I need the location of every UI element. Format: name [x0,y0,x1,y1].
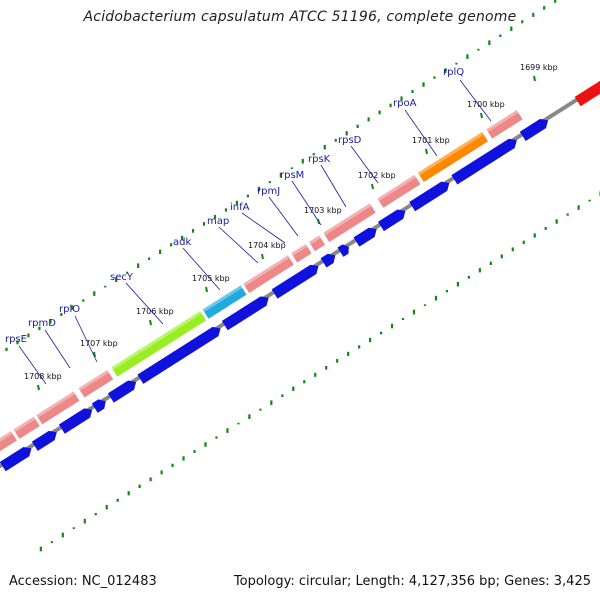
gene-rev-10 [337,244,349,257]
gene-highlight [202,285,243,313]
gene-leader-line [320,164,347,208]
gene-rev-2 [31,430,57,451]
gene-secY [111,311,207,377]
gene-highlight [0,431,13,447]
kbp-scale: 1699 kbp 1700 kbp 1701 kbp 1702 kbp 1703 kbp… [24,63,558,391]
gene-label-rpsK: rpsK [308,154,331,165]
gene-label-rpmJ: rpmJ [257,186,280,197]
gene-leader-line [125,282,164,325]
kbp-label: 1705 kbp [192,274,230,283]
gene-leader-line [404,109,438,157]
gene-fwd-2 [13,416,40,439]
gene-rev-5 [107,380,137,403]
kbp-tick [205,286,208,293]
gene-label-rpoA: rpoA [393,98,417,109]
gene-leader-line [74,315,98,363]
gene-leader-line [291,180,322,226]
gene-label-rplQ: rplQ [443,67,464,78]
kbp-tick [93,351,96,358]
gene-fwd-rpsE [36,391,80,425]
kbp-label: 1700 kbp [467,100,505,109]
gene-fwd-1 [0,431,17,454]
genome-summary-label: Topology: circular; Length: 4,127,356 bp… [233,574,591,589]
gene-leader-line [459,79,492,122]
kbp-label: 1707 kbp [80,339,118,348]
gene-highlight [13,416,36,433]
kbp-tick [533,75,536,82]
gene-highlight [36,391,76,418]
gene-highlight [323,203,372,236]
gene-rev-red [574,80,600,107]
gene-rev-15 [519,118,549,142]
reverse-strand-genes [0,80,600,472]
gene-rev-14 [451,138,517,185]
kbp-label: 1703 kbp [304,206,342,215]
forward-strand-genes [0,110,523,454]
kbp-tick [149,319,152,326]
gene-label-map: map [207,216,229,227]
gene-highlight [309,235,321,245]
gene-leader-line [350,145,379,184]
gene-label-adk: adk [173,237,191,248]
gene-rev-11 [353,227,377,247]
gc-skew-track-outer [5,0,557,352]
gene-label-rpsD: rpsD [338,135,362,146]
gene-rev-4 [91,399,106,413]
gene-rev-3 [58,408,93,434]
gene-fwd-map [243,255,294,294]
map-title: Acidobacterium capsulatum ATCC 51196, co… [83,9,517,25]
kbp-label: 1701 kbp [412,136,450,145]
gene-highlight [486,110,519,132]
gene-label-rpmD: rpmD [28,318,56,329]
gene-fwd-rplO [78,370,114,398]
gene-leader-line [18,345,47,385]
gene-label-infA: infA [230,202,250,213]
gene-leader-line [268,196,299,237]
gene-highlight [377,174,417,202]
gene-leader-line [241,212,286,244]
gene-leader-line [44,329,71,369]
gene-highlight [291,244,308,256]
gene-adk [202,285,247,319]
gene-highlight [111,311,202,370]
gene-rev-6 [137,326,221,384]
gene-rev-12 [378,209,406,232]
gc-skew-track-inner [39,191,600,552]
gene-label-secY: secY [110,272,134,283]
gene-highlight [78,370,109,391]
gene-highlight [417,132,484,176]
kbp-tick [371,183,374,190]
gene-label-rpsM: rpsM [280,170,304,181]
gene-rpoA [417,132,488,183]
gene-fwd-rplQ [486,110,523,139]
gene-rev-9 [320,253,336,268]
kbp-label: 1704 kbp [248,241,286,250]
accession-label: Accession: NC_012483 [9,574,157,589]
kbp-tick [261,253,264,260]
kbp-label: 1699 kbp [520,63,558,72]
gene-rev-7 [221,296,269,331]
gene-label-rplO: rplO [59,304,80,315]
gene-label-rpsE: rpsE [5,334,27,345]
kbp-label: 1708 kbp [24,372,62,381]
kbp-label: 1706 kbp [136,307,174,316]
gene-fwd-rpsM [323,203,376,243]
kbp-label: 1702 kbp [358,171,396,180]
gene-rev-8 [271,264,319,299]
gene-rev-1 [0,446,32,472]
gene-highlight [243,255,290,287]
gene-leader-line [182,247,221,291]
gene-rev-13 [409,181,450,212]
kbp-tick [480,112,483,119]
gene-fwd-rpsK [377,174,421,208]
kbp-tick [37,384,40,391]
gene-fwd-rpmJ [309,235,326,252]
gene-fwd-infA [291,244,312,263]
kbp-tick [425,148,428,155]
gene-leader-line [218,226,259,264]
